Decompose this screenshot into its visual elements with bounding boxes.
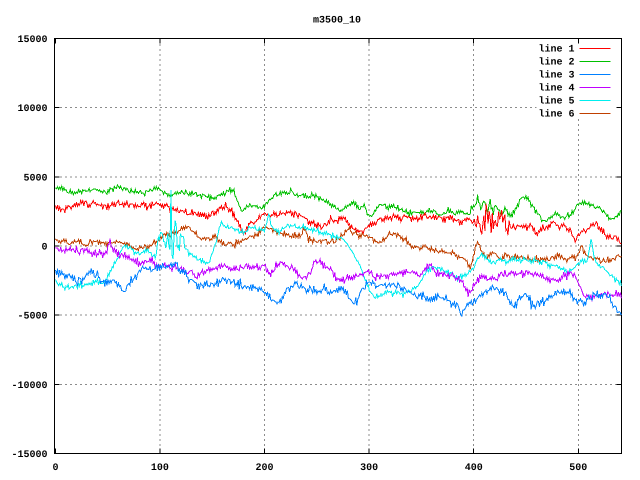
svg-text:200: 200	[255, 463, 273, 474]
svg-text:-10000: -10000	[11, 381, 47, 392]
svg-text:500: 500	[569, 463, 587, 474]
svg-text:line 1: line 1	[538, 44, 574, 56]
svg-text:400: 400	[465, 463, 483, 474]
svg-text:0: 0	[41, 243, 47, 254]
svg-text:line 5: line 5	[538, 96, 574, 108]
svg-text:0: 0	[52, 463, 58, 474]
svg-text:300: 300	[360, 463, 378, 474]
svg-text:10000: 10000	[17, 104, 47, 115]
svg-text:line 6: line 6	[538, 109, 574, 121]
svg-text:-15000: -15000	[11, 450, 47, 461]
svg-text:-5000: -5000	[17, 312, 47, 323]
svg-text:5000: 5000	[23, 173, 47, 184]
svg-text:100: 100	[151, 463, 169, 474]
svg-text:15000: 15000	[17, 35, 47, 46]
svg-text:line 3: line 3	[538, 70, 574, 82]
svg-text:m3500_10: m3500_10	[313, 16, 361, 27]
svg-text:line 4: line 4	[538, 83, 574, 95]
svg-text:line 2: line 2	[538, 57, 574, 69]
